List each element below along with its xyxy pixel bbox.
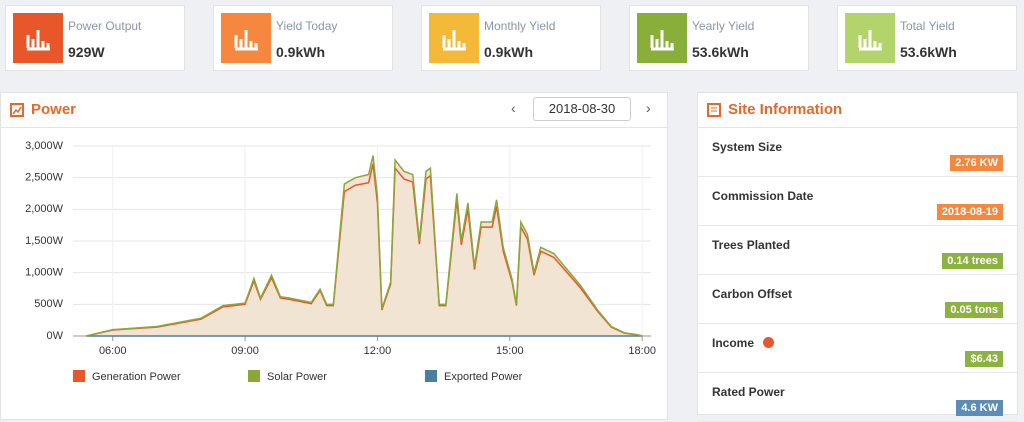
legend-label: Exported Power: [444, 371, 523, 383]
card-value: 53.6kWh: [900, 44, 957, 60]
panel-icon: [707, 103, 721, 117]
power-chart: 0W 500W 1,000W 1,500W 2,000W 2,500W 3,000W 06:0…: [25, 140, 656, 383]
site-label: Carbon Offset: [712, 287, 793, 301]
card-icon: [13, 13, 63, 63]
panel-title: Site Information: [728, 101, 843, 118]
card-icon: [637, 13, 687, 63]
next-date[interactable]: ›: [646, 100, 651, 116]
site-panel: Site Information System Size 2.76 KW Commi…: [697, 92, 1018, 422]
site-badge: 2.76 KW: [950, 155, 1003, 171]
site-label: Income: [712, 336, 755, 350]
site-row: Trees Planted 0.14 trees: [698, 226, 1017, 275]
site-label: Trees Planted: [712, 238, 791, 252]
card-value: 53.6kWh: [692, 44, 749, 60]
site-badge: 0.14 trees: [942, 253, 1003, 269]
area-fill: [86, 155, 643, 336]
x-tick-label: 15:00: [496, 345, 524, 357]
site-label: Commission Date: [712, 189, 814, 203]
x-tick-label: 09:00: [231, 345, 259, 357]
y-tick-label: 500W: [34, 298, 63, 310]
y-tick-label: 2,000W: [25, 203, 64, 215]
y-tick-label: 2,500W: [25, 172, 64, 184]
site-row: Commission Date 2018-08-19: [698, 177, 1017, 226]
card-label: Power Output: [68, 19, 142, 33]
x-tick-label: 06:00: [99, 345, 127, 357]
stat-card: Power Output 929W: [5, 5, 185, 71]
site-list: System Size 2.76 KW Commission Date 2018-08…: [698, 128, 1017, 422]
panel-icon: [10, 103, 24, 117]
icon-glyph: [858, 30, 882, 51]
series-line: [86, 155, 643, 337]
card-value: 929W: [68, 44, 105, 60]
stat-card: Total Yield 53.6kWh: [837, 5, 1017, 71]
card-label: Monthly Yield: [484, 19, 556, 33]
x-tick-label: 18:00: [628, 345, 656, 357]
x-tick-label: 12:00: [364, 345, 392, 357]
site-row: Rated Power 4.6 KW: [698, 373, 1017, 422]
site-row: Income $6.43: [698, 324, 1017, 373]
site-label: System Size: [712, 140, 783, 154]
panel-title: Power: [31, 101, 77, 118]
info-icon: [763, 337, 774, 348]
site-badge: 0.05 tons: [945, 302, 1003, 318]
legend-swatch: [248, 370, 260, 382]
legend-label: Generation Power: [92, 371, 181, 383]
site-row: Carbon Offset 0.05 tons: [698, 275, 1017, 324]
y-tick-label: 0W: [47, 330, 64, 342]
legend-swatch: [425, 370, 437, 382]
card-label: Yield Today: [276, 19, 338, 33]
site-badge: $6.43: [965, 351, 1003, 367]
site-badge: 2018-08-19: [936, 204, 1003, 220]
site-label: Rated Power: [712, 385, 785, 399]
card-label: Total Yield: [900, 19, 955, 33]
site-badge: 4.6 KW: [956, 400, 1003, 416]
card-label: Yearly Yield: [692, 19, 755, 33]
stat-card: Yield Today 0.9kWh: [213, 5, 393, 71]
panel-header: Site Information: [698, 93, 1017, 128]
site-row: System Size 2.76 KW: [698, 128, 1017, 177]
prev-date[interactable]: ‹: [511, 100, 516, 116]
y-tick-label: 1,000W: [25, 267, 64, 279]
card-value: 0.9kWh: [484, 44, 534, 60]
power-panel: Power ‹ 2018-08-30 › 0W 500W 1,000W 1,500W 2…: [0, 92, 668, 420]
icon-glyph: [650, 30, 674, 51]
legend-swatch: [73, 370, 85, 382]
legend-label: Solar Power: [267, 371, 327, 383]
icon-glyph: [234, 30, 258, 51]
icon-glyph: [442, 30, 466, 51]
card-icon: [845, 13, 895, 63]
y-tick-label: 1,500W: [25, 235, 64, 247]
card-value: 0.9kWh: [276, 44, 326, 60]
stat-card: Yearly Yield 53.6kWh: [629, 5, 809, 71]
panel-header: Power ‹ 2018-08-30 ›: [1, 93, 667, 128]
y-tick-label: 3,000W: [25, 140, 64, 152]
date-picker[interactable]: 2018-08-30: [533, 97, 631, 121]
icon-glyph: [26, 30, 50, 51]
card-icon: [429, 13, 479, 63]
card-icon: [221, 13, 271, 63]
stat-card: Monthly Yield 0.9kWh: [421, 5, 601, 71]
